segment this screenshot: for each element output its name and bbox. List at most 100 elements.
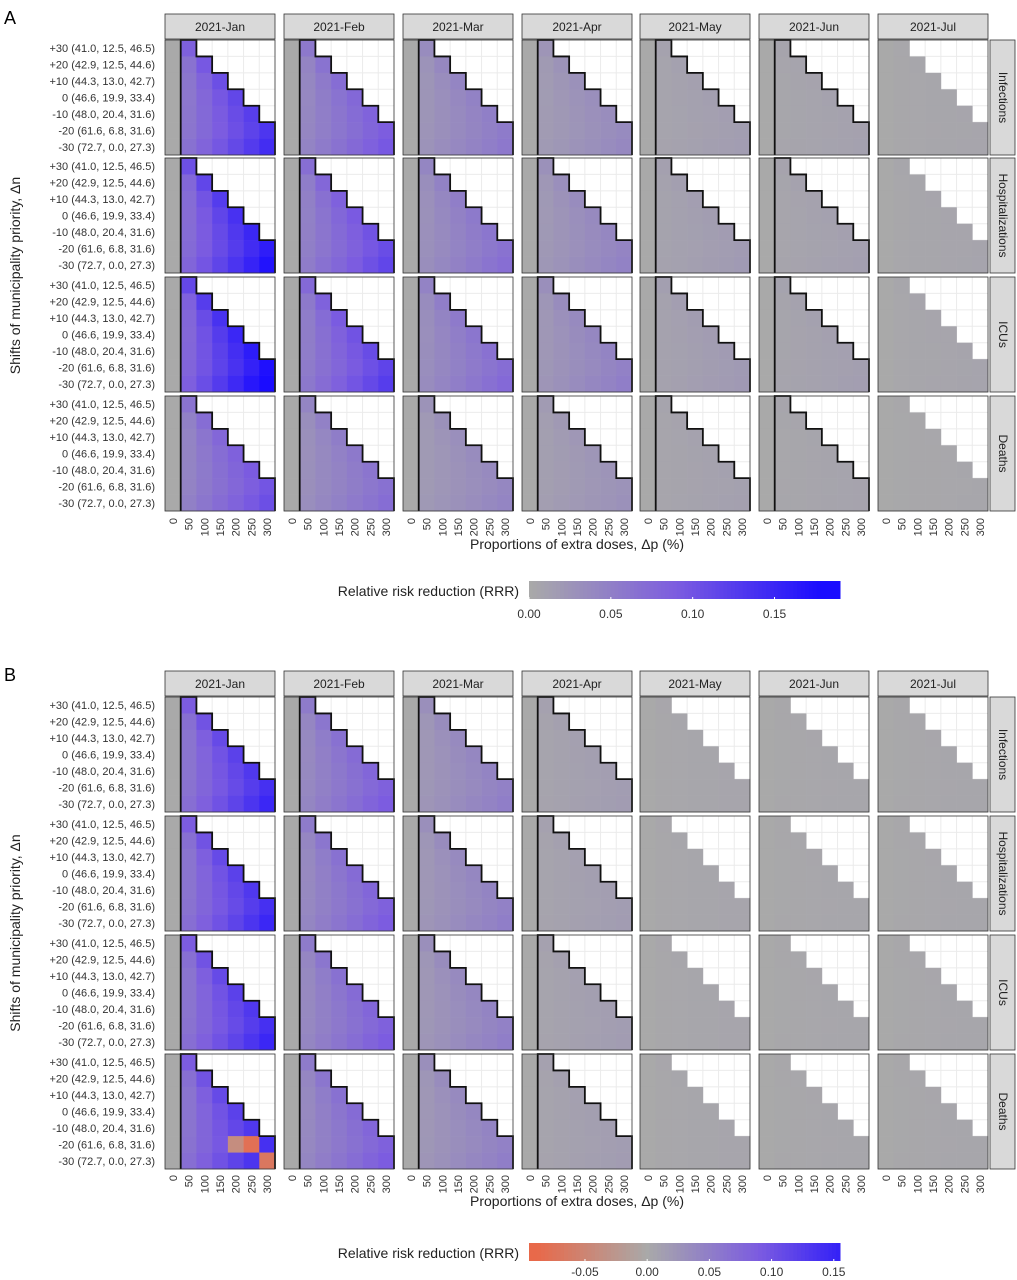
heat-cell — [569, 240, 586, 257]
heat-cell — [165, 1103, 182, 1121]
heat-cell — [671, 1136, 688, 1153]
y-tick-label: +30 (41.0, 12.5, 46.5) — [50, 161, 156, 173]
heat-cell — [956, 359, 973, 376]
heat-cell — [553, 359, 570, 376]
heat-cell — [243, 914, 260, 932]
facet-2021-Jul-ICUs — [877, 276, 989, 393]
heat-cell — [196, 478, 213, 495]
heat-cell — [331, 190, 348, 208]
heat-cell — [972, 1017, 989, 1034]
heat-cell — [909, 1000, 926, 1018]
heat-cell — [925, 138, 942, 156]
x-tick-label: 200 — [944, 518, 956, 536]
facet-2021-May-Hospitalizations — [639, 815, 751, 932]
heat-cell — [790, 309, 807, 327]
heat-cell — [434, 256, 451, 274]
heat-cell — [687, 881, 704, 899]
legend-gradient-step — [571, 581, 577, 599]
heat-cell — [165, 848, 182, 866]
facet-border — [164, 1053, 276, 1170]
heat-cell — [878, 984, 895, 1002]
heat-cell — [180, 762, 197, 780]
x-tick-label: 200 — [706, 518, 718, 536]
heat-cell — [655, 713, 672, 731]
heat-cell — [465, 326, 482, 344]
heat-cell — [522, 1070, 539, 1088]
heat-cell — [774, 816, 791, 833]
legend-gradient-step — [684, 1243, 689, 1261]
heat-cell — [893, 277, 910, 294]
heat-cell — [481, 1000, 498, 1018]
heat-cell — [481, 342, 498, 360]
heat-cell — [180, 342, 197, 360]
heat-cell — [655, 223, 672, 241]
facet-2021-Jun-Deaths — [758, 395, 870, 512]
heat-cell — [196, 779, 213, 796]
heat-cell — [403, 396, 420, 413]
heat-cell — [331, 309, 348, 327]
facet-border — [758, 696, 870, 813]
heat-cell — [465, 1000, 482, 1018]
heat-cell — [537, 428, 554, 446]
heat-cell — [165, 412, 182, 430]
facet-border — [877, 157, 989, 274]
heat-cell — [702, 375, 719, 393]
heat-cell — [940, 326, 957, 344]
heat-cell — [315, 412, 332, 430]
facet-border — [639, 815, 751, 932]
heat-cell — [790, 494, 807, 512]
heat-cell — [655, 746, 672, 764]
heat-cell — [687, 762, 704, 780]
heat-cell — [569, 848, 586, 866]
heat-cell — [821, 762, 838, 780]
heat-cell — [821, 984, 838, 1002]
heat-cell — [196, 951, 213, 969]
heat-cell — [165, 207, 182, 225]
outcome-label: Deaths — [996, 434, 1010, 472]
heat-cell — [553, 865, 570, 883]
heat-cell — [671, 795, 688, 813]
heat-cell — [522, 848, 539, 866]
month-strip — [402, 670, 514, 697]
legend-gradient-step — [820, 581, 825, 599]
y-tick-label: -30 (72.7, 0.0, 27.3) — [58, 260, 155, 272]
heat-cell — [759, 494, 776, 512]
heat-cell — [450, 1000, 467, 1018]
heat-cell — [956, 105, 973, 123]
legend-gradient-step — [536, 581, 542, 599]
heat-cell — [640, 478, 657, 495]
heat-cell — [759, 713, 776, 731]
heat-cell — [165, 1086, 182, 1104]
heat-cell — [837, 105, 854, 123]
heat-cell — [909, 223, 926, 241]
heat-cell — [378, 359, 395, 376]
facet-2021-Mar-Deaths — [402, 1053, 514, 1170]
heat-cell — [702, 223, 719, 241]
optimal-region-outline — [298, 696, 395, 812]
heat-cell — [362, 342, 379, 360]
heat-cell — [346, 1119, 363, 1137]
heat-cell — [212, 1152, 229, 1170]
heat-cell — [346, 461, 363, 479]
heat-cell — [299, 445, 316, 463]
heat-cell — [180, 951, 197, 969]
legend-gradient-step — [731, 581, 736, 599]
heat-cell — [640, 240, 657, 257]
heat-cell — [569, 746, 586, 764]
heat-cell — [403, 1103, 420, 1121]
heat-cell — [497, 240, 514, 257]
heat-cell — [655, 1070, 672, 1088]
heat-cell — [759, 56, 776, 74]
heat-cell — [403, 1119, 420, 1137]
y-tick-label: +20 (42.9, 12.5, 44.6) — [50, 60, 156, 72]
heat-cell — [434, 122, 451, 139]
heat-cell — [537, 762, 554, 780]
heat-cell — [640, 445, 657, 463]
heat-cell — [790, 951, 807, 969]
heat-cell — [671, 729, 688, 747]
heat-cell — [790, 122, 807, 139]
heat-cell — [640, 293, 657, 311]
legend-gradient-step — [723, 581, 728, 599]
heat-cell — [655, 762, 672, 780]
optimal-region-outline — [298, 276, 395, 392]
